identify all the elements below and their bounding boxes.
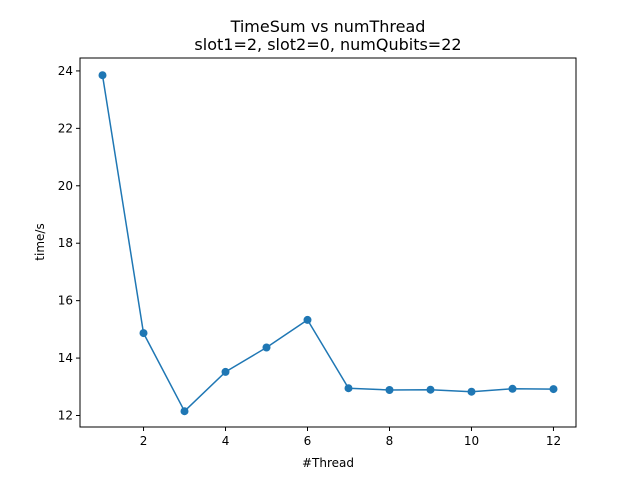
plot-area bbox=[98, 71, 558, 416]
x-tick-label: 4 bbox=[222, 434, 230, 448]
data-point bbox=[221, 367, 230, 376]
y-tick-label: 24 bbox=[58, 64, 73, 78]
data-point bbox=[98, 71, 107, 80]
chart-subtitle: slot1=2, slot2=0, numQubits=22 bbox=[194, 35, 461, 54]
x-tick-label: 10 bbox=[464, 434, 479, 448]
axes-frame bbox=[79, 57, 577, 428]
y-tick-label: 20 bbox=[58, 179, 73, 193]
data-point bbox=[549, 385, 558, 394]
x-tick-label: 2 bbox=[140, 434, 148, 448]
data-point bbox=[344, 384, 353, 393]
x-tick-label: 8 bbox=[386, 434, 394, 448]
y-tick-label: 12 bbox=[58, 409, 73, 423]
x-tick-label: 6 bbox=[304, 434, 312, 448]
data-point bbox=[303, 315, 312, 324]
data-point bbox=[426, 385, 435, 394]
data-point bbox=[385, 386, 394, 394]
data-point bbox=[139, 329, 148, 338]
data-point bbox=[508, 384, 517, 393]
y-tick-label: 14 bbox=[58, 351, 73, 365]
y-axis-label: time/s bbox=[33, 223, 47, 260]
data-point bbox=[467, 387, 476, 396]
x-axis-label: #Thread bbox=[302, 456, 354, 470]
y-tick-label: 18 bbox=[58, 236, 73, 250]
series-line bbox=[101, 75, 554, 412]
data-point bbox=[180, 407, 189, 416]
data-point bbox=[262, 343, 271, 352]
y-tick-label: 16 bbox=[58, 294, 73, 308]
y-tick-label: 22 bbox=[58, 121, 73, 135]
x-tick-label: 12 bbox=[546, 434, 561, 448]
chart-title: TimeSum vs numThread bbox=[230, 17, 426, 36]
